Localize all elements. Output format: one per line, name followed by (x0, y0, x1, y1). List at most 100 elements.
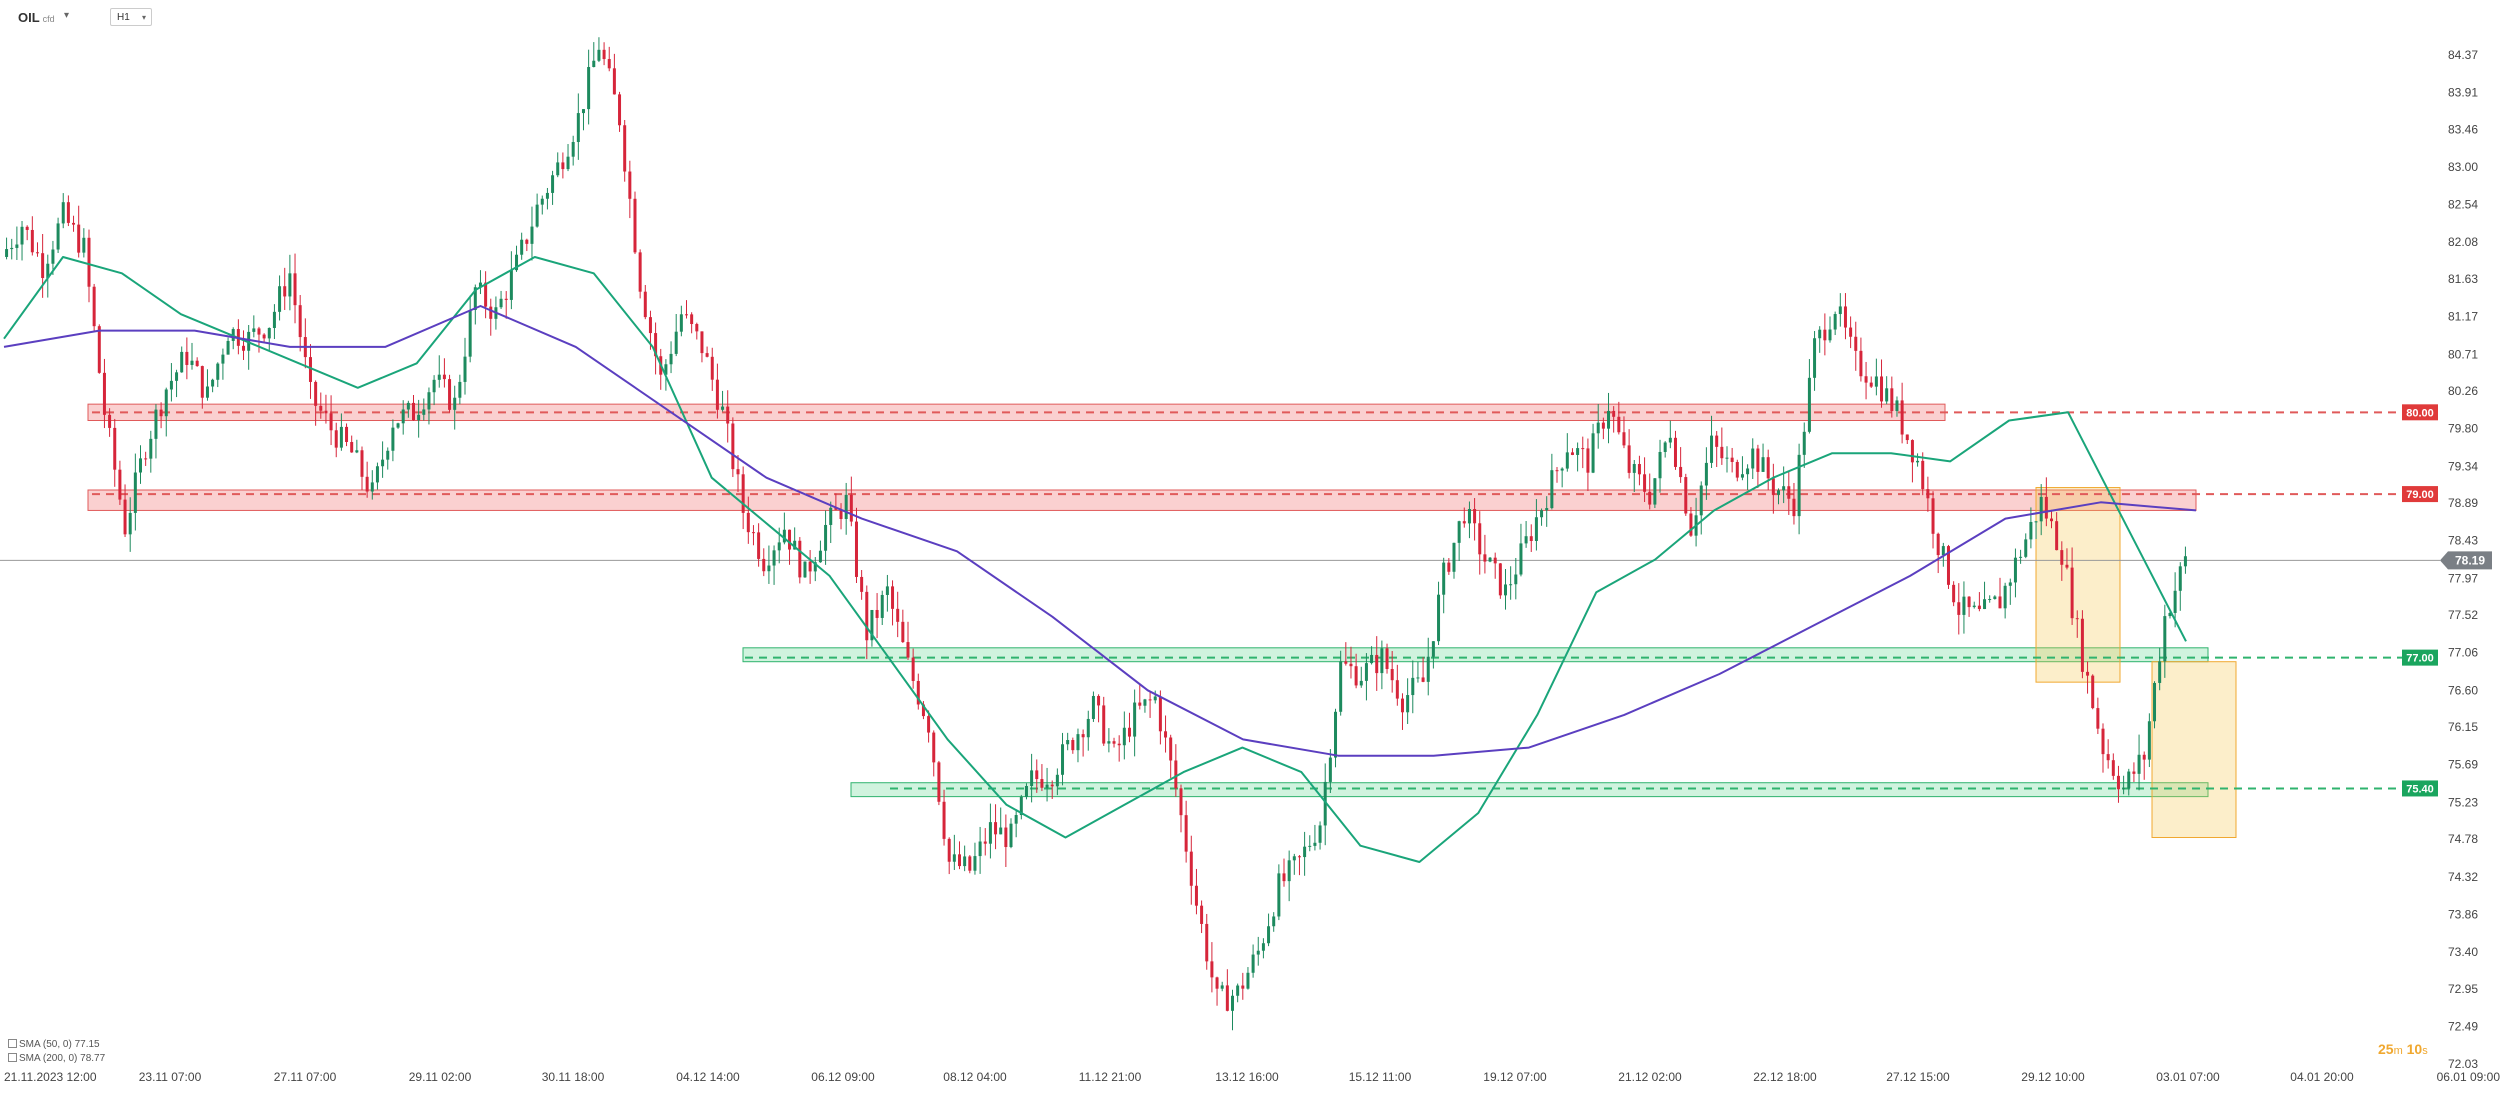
x-tick-label: 27.11 07:00 (274, 1070, 337, 1084)
chevron-down-icon[interactable]: ▾ (64, 10, 70, 21)
candle-body (1591, 433, 1595, 473)
candle-body (1838, 306, 1842, 315)
candle-body (1112, 741, 1116, 744)
candle-body (762, 558, 766, 572)
candle-body (674, 331, 678, 354)
candle-body (1174, 760, 1178, 789)
symbol-selector[interactable]: OIL cfd (18, 10, 55, 25)
candle-body (2075, 618, 2079, 620)
candle-body (473, 287, 477, 310)
candle-body (2080, 618, 2084, 672)
candle-body (77, 224, 81, 253)
candle-body (1437, 594, 1441, 642)
candle-body (772, 550, 776, 566)
candle-body (2019, 556, 2023, 558)
candle-body (1560, 468, 1564, 471)
candle-body (2147, 721, 2151, 760)
candle-body (360, 450, 364, 477)
candle-body (1416, 677, 1420, 679)
candle-body (695, 324, 699, 332)
candle-body (1019, 796, 1023, 816)
candle-body (1030, 770, 1034, 786)
candle-body (865, 591, 869, 641)
y-tick-label: 72.03 (2448, 1057, 2478, 1071)
candle-body (1313, 842, 1317, 846)
candle-body (453, 397, 457, 410)
y-tick-label: 75.23 (2448, 795, 2478, 809)
x-tick-label: 15.12 11:00 (1349, 1070, 1412, 1084)
candle-body (1395, 680, 1399, 699)
candle-body (535, 204, 539, 227)
indicator-settings-icon[interactable] (8, 1053, 17, 1062)
symbol-sub: cfd (42, 14, 55, 24)
x-tick-label: 29.11 02:00 (409, 1070, 472, 1084)
candle-body (880, 594, 884, 618)
candle-body (1617, 416, 1621, 433)
candle-body (1910, 440, 1914, 463)
candle-body (427, 392, 431, 410)
level-tag (2402, 649, 2438, 666)
candle-body (5, 249, 9, 257)
candle-body (1890, 388, 1894, 412)
candle-body (2013, 557, 2017, 583)
candle-body (1581, 448, 1585, 450)
timeframe-label: H1 (117, 12, 130, 23)
candle-body (1514, 574, 1518, 585)
candle-body (999, 827, 1003, 835)
timer-minutes-unit: m (2393, 1045, 2403, 1057)
candle-body (1710, 435, 1714, 463)
candle-body (10, 247, 14, 250)
legend-sma200[interactable]: SMA (200, 0) 78.77 (8, 1053, 105, 1064)
candle-body (2183, 556, 2187, 567)
candle-body (1988, 598, 1992, 600)
candle-body (2044, 496, 2048, 519)
candle-body (113, 427, 117, 470)
candle-body (205, 386, 209, 398)
candle-body (1400, 698, 1404, 713)
candle-body (1292, 856, 1296, 861)
candle-body (1833, 314, 1837, 330)
indicator-settings-icon[interactable] (8, 1039, 17, 1048)
candle-body (798, 540, 802, 578)
candle-body (149, 438, 153, 459)
legend-sma50[interactable]: SMA (50, 0) 77.15 (8, 1039, 100, 1050)
timeframe-selector[interactable]: H1 ▾ (110, 8, 152, 26)
candle-body (834, 507, 838, 510)
candle-body (478, 282, 482, 288)
candle-body (1267, 926, 1271, 944)
candle-body (97, 326, 101, 373)
candle-body (1576, 448, 1580, 455)
candle-body (350, 442, 354, 453)
candle-body (1550, 470, 1554, 509)
candle-body (576, 113, 580, 143)
level-tag (2402, 486, 2438, 503)
candle-body (1236, 985, 1240, 996)
candle-body (82, 237, 86, 253)
candle-body (587, 67, 591, 110)
candle-body (2050, 518, 2053, 522)
candle-body (370, 482, 374, 492)
candle-body (793, 540, 797, 550)
candle-body (1071, 740, 1075, 751)
candle-body (1601, 422, 1605, 429)
candle-body (654, 333, 658, 357)
candle-body (592, 60, 596, 68)
candle-body (1900, 400, 1904, 435)
candle-body (1086, 718, 1090, 738)
candle-body (1493, 557, 1497, 564)
candle-body (1004, 827, 1008, 848)
candle-body (1766, 457, 1770, 479)
candle-body (520, 239, 524, 255)
zone-support (850, 782, 2209, 798)
candle-body (1730, 457, 1734, 462)
candle-body (927, 716, 931, 733)
candle-body (1565, 452, 1569, 469)
legend-sma50-label: SMA (50, 0) 77.15 (19, 1039, 100, 1050)
candle-body (2106, 754, 2110, 761)
candle-body (1045, 784, 1049, 788)
x-tick-label: 04.12 14:00 (676, 1070, 740, 1084)
candle-body (458, 381, 462, 398)
candle-body (1220, 985, 1224, 989)
candle-body (293, 273, 297, 306)
